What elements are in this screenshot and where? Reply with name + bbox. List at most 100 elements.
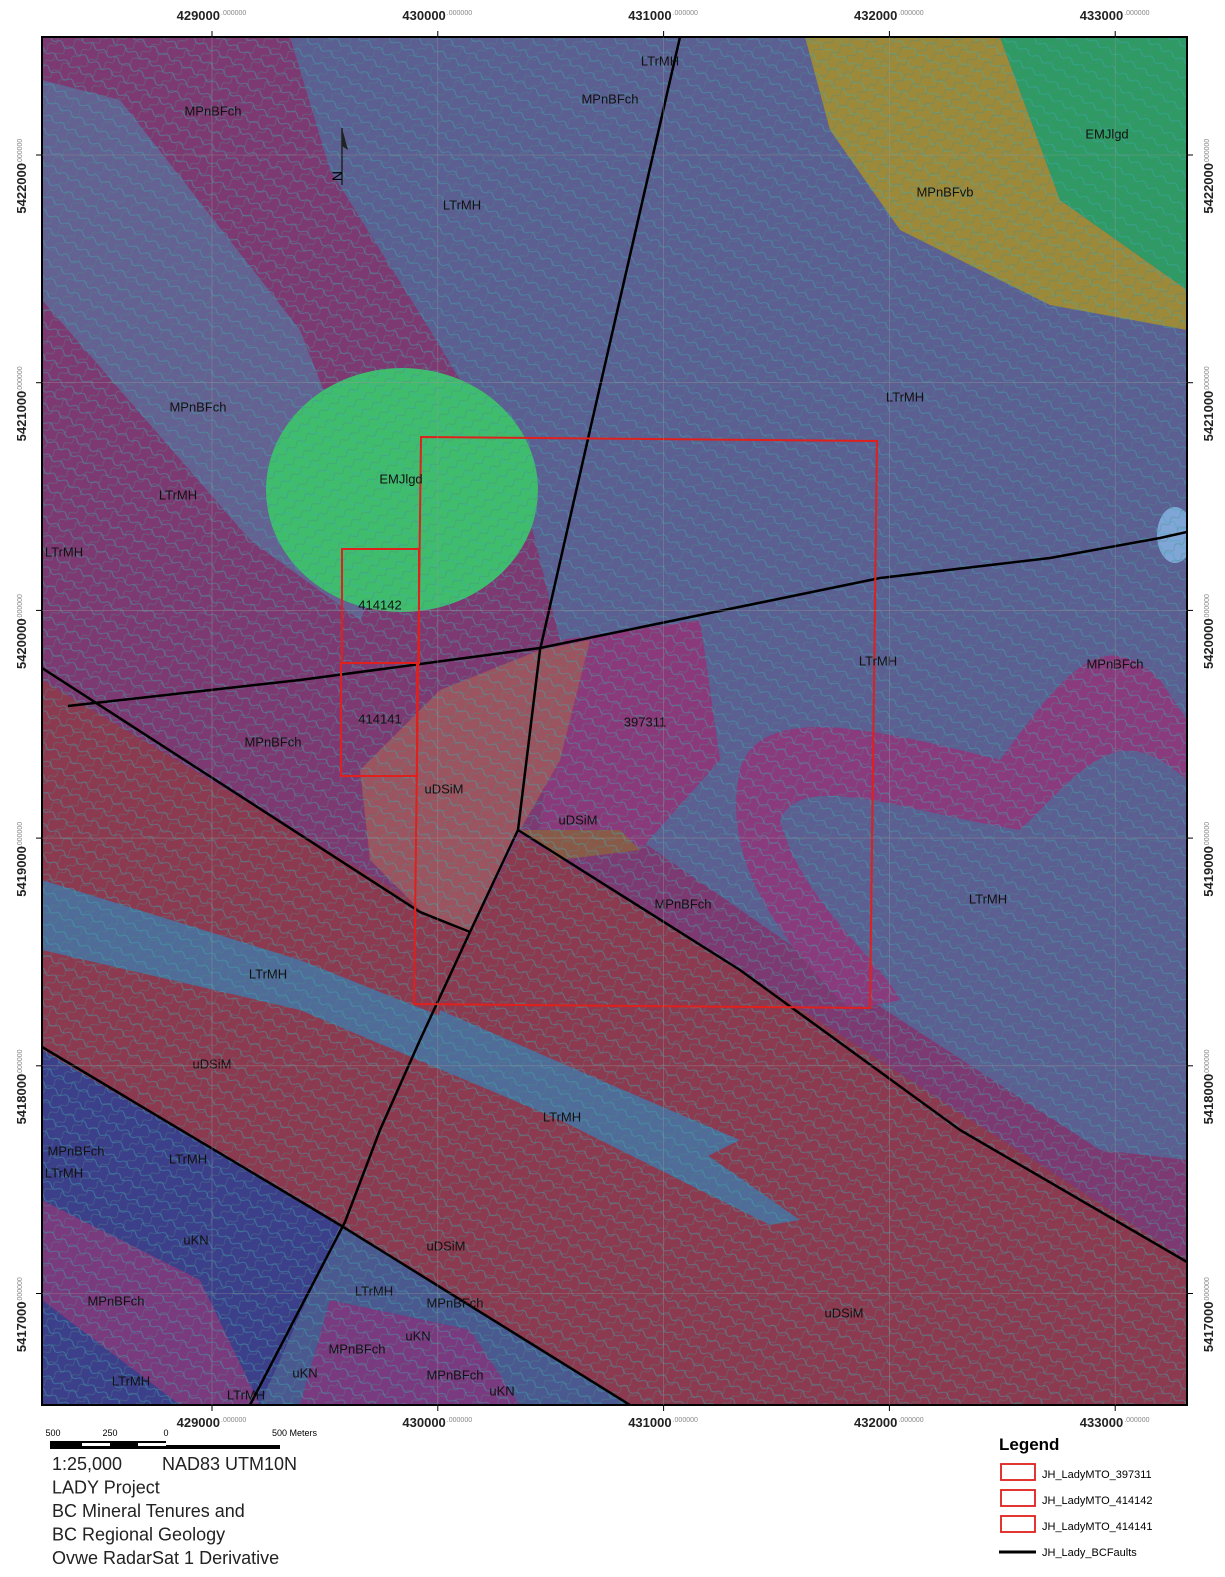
tenure-414141 (340, 662, 418, 777)
unit-label: EMJlgd (379, 471, 422, 486)
northing-label: 5420000 (14, 618, 29, 669)
info-line: 1:25,000 (52, 1454, 122, 1474)
unit-label: LTrMH (227, 1387, 265, 1402)
north-arrow: N (329, 128, 348, 185)
unit-label: uDSiM (424, 781, 463, 796)
easting-decimals: .000000 (1124, 10, 1149, 17)
fault (42, 1045, 631, 1405)
unit-label: MPnBFch (87, 1293, 144, 1308)
scale-label: 500 Meters (272, 1428, 318, 1438)
scale-bar: 500 250 0 500 Meters (45, 1428, 318, 1449)
unit-label: LTrMH (859, 653, 897, 668)
northing-label: 5422000 (14, 163, 29, 214)
easting-decimals: .000000 (1124, 1417, 1149, 1424)
unit-label: MPnBFch (244, 734, 301, 749)
legend-label: JH_LadyMTO_397311 (1042, 1469, 1152, 1481)
unit-label: MPnBFch (184, 103, 241, 118)
unit-label: 397311 (624, 714, 666, 729)
easting-decimals: .000000 (447, 1417, 472, 1424)
legend: Legend JH_LadyMTO_397311 JH_LadyMTO_41414… (999, 1435, 1152, 1559)
unit-label: MPnBFch (47, 1143, 104, 1158)
unit-label: MPnBFch (654, 896, 711, 911)
unit-label: MPnBFch (169, 399, 226, 414)
fault (42, 666, 471, 934)
info-line: Ovwe RadarSat 1 Derivative (52, 1548, 279, 1568)
easting-decimals: .000000 (447, 10, 472, 17)
northing-decimals: .000000 (1204, 139, 1211, 164)
unit-label: LTrMH (45, 544, 83, 559)
unit-label: uKN (183, 1232, 208, 1247)
unit-label: LTrMH (355, 1283, 393, 1298)
info-line: LADY Project (52, 1478, 160, 1498)
north-arrow-head (342, 128, 348, 150)
unit-label: uDSiM (426, 1238, 465, 1253)
northing-label: 5417000 (14, 1302, 29, 1353)
northing-decimals: .000000 (17, 1277, 24, 1302)
scale-label: 0 (163, 1428, 168, 1438)
unit-label: LTrMH (45, 1165, 83, 1180)
unit-label: uKN (292, 1365, 317, 1380)
legend-swatch (1000, 1515, 1036, 1533)
northing-decimals: .000000 (1204, 822, 1211, 847)
northing-label: 5419000 (1201, 846, 1216, 897)
map-frame (41, 36, 1188, 1406)
easting-label: 431000 (628, 1415, 671, 1430)
unit-label: LTrMH (169, 1151, 207, 1166)
easting-label: 431000 (628, 8, 671, 23)
unit-label: LTrMH (543, 1109, 581, 1124)
unit-label: LTrMH (112, 1373, 150, 1388)
scale-bar-seg (166, 1445, 280, 1449)
northing-label: 5421000 (1201, 391, 1216, 442)
northing-decimals: .000000 (17, 594, 24, 619)
easting-label: 432000 (854, 8, 897, 23)
northing-decimals: .000000 (1204, 1277, 1211, 1302)
unit-label: MPnBFch (426, 1295, 483, 1310)
northing-decimals: .000000 (1204, 1049, 1211, 1074)
northing-label: 5422000 (1201, 163, 1216, 214)
scale-label: 250 (102, 1428, 117, 1438)
northing-label: 5421000 (14, 391, 29, 442)
unit-label: MPnBFvb (916, 184, 973, 199)
coordinate-ticks: 429000.000000429000.000000430000.0000004… (14, 8, 1216, 1430)
unit-label: uKN (489, 1383, 514, 1398)
easting-decimals: .000000 (898, 1417, 923, 1424)
easting-label: 433000 (1080, 1415, 1123, 1430)
unit-label: uKN (405, 1328, 430, 1343)
legend-label: JH_Lady_BCFaults (1042, 1547, 1137, 1559)
northing-decimals: .000000 (17, 366, 24, 391)
easting-decimals: .000000 (673, 10, 698, 17)
unit-label: LTrMH (249, 966, 287, 981)
scale-bar-seg (82, 1443, 110, 1446)
northing-label: 5418000 (1201, 1074, 1216, 1125)
tenure-397311 (412, 435, 879, 1010)
legend-title: Legend (999, 1435, 1059, 1454)
unit-label: LTrMH (969, 891, 1007, 906)
legend-label: JH_LadyMTO_414141 (1042, 1521, 1152, 1533)
scale-bar-seg (138, 1443, 166, 1446)
easting-decimals: .000000 (221, 10, 246, 17)
easting-label: 433000 (1080, 8, 1123, 23)
easting-label: 430000 (402, 8, 445, 23)
fault (67, 530, 1187, 708)
scale-label: 500 (45, 1428, 60, 1438)
tenures (340, 435, 879, 1010)
unit-label: 414142 (358, 597, 401, 612)
northing-decimals: .000000 (17, 139, 24, 164)
northing-label: 5420000 (1201, 618, 1216, 669)
easting-decimals: .000000 (221, 1417, 246, 1424)
easting-decimals: .000000 (898, 10, 923, 17)
unit-label: uDSiM (824, 1305, 863, 1320)
northing-decimals: .000000 (17, 822, 24, 847)
legend-swatch (1000, 1489, 1036, 1507)
easting-label: 429000 (177, 8, 220, 23)
unit-label: LTrMH (159, 487, 197, 502)
info-line: NAD83 UTM10N (162, 1454, 297, 1474)
contours (42, 37, 1187, 1405)
scale-bar-seg (166, 1441, 280, 1445)
faults (42, 37, 1187, 1405)
unit-label: EMJlgd (1085, 126, 1128, 141)
unit-label: uDSiM (558, 812, 597, 827)
easting-label: 429000 (177, 1415, 220, 1430)
